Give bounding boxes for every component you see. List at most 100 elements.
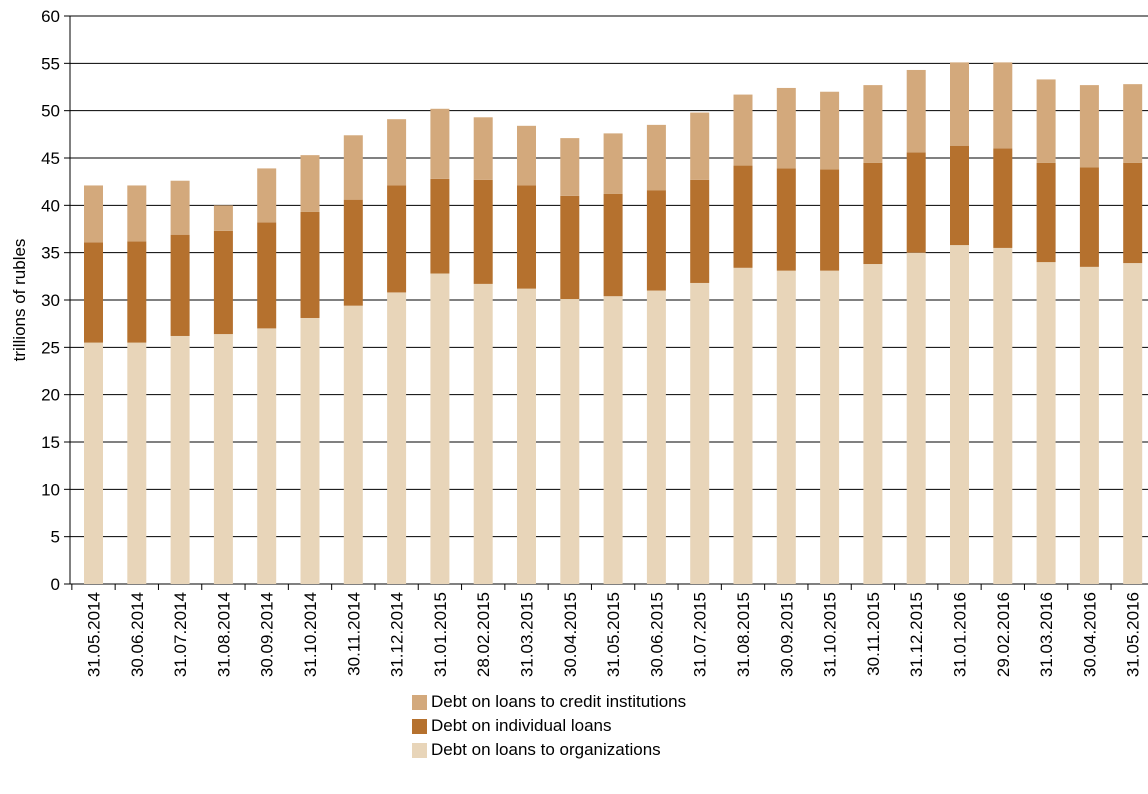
x-tick-label: 30.04.2016 <box>1080 592 1099 677</box>
bar-segment-2 <box>517 125 536 186</box>
bar-segment-2 <box>170 180 190 235</box>
bar-segment-0 <box>733 267 753 584</box>
legend-label: Debt on loans to credit institutions <box>431 692 687 711</box>
y-tick-label: 0 <box>51 575 60 594</box>
x-tick-label: 31.01.2015 <box>431 592 450 677</box>
bar-segment-0 <box>84 342 103 584</box>
x-tick-label: 30.09.2015 <box>777 592 796 677</box>
bar-segment-1 <box>170 234 190 336</box>
bar-segment-1 <box>1036 162 1056 263</box>
x-tick-label: 31.08.2014 <box>214 592 233 677</box>
bar-segment-0 <box>127 342 147 584</box>
y-tick-label: 10 <box>41 480 60 499</box>
bar-segment-0 <box>170 335 190 584</box>
x-tick-label: 31.03.2016 <box>1037 592 1056 677</box>
bar-segment-0 <box>690 282 710 584</box>
bar-segment-0 <box>560 299 580 584</box>
legend-swatch <box>412 718 427 734</box>
x-tick-label: 31.12.2014 <box>388 592 407 677</box>
bar-segment-1 <box>257 222 277 329</box>
bar-segment-0 <box>1079 266 1099 584</box>
x-tick-label: 31.10.2014 <box>301 592 320 677</box>
bar-segment-1 <box>733 165 753 268</box>
x-tick-label: 31.01.2016 <box>951 592 970 677</box>
x-tick-label: 31.08.2015 <box>734 592 753 677</box>
legend-swatch <box>412 694 427 710</box>
bar-segment-2 <box>603 133 623 194</box>
bar-segment-0 <box>820 270 840 584</box>
bar-segment-0 <box>430 273 450 584</box>
legend-item-credit-institutions: Debt on loans to credit institutions <box>412 690 686 714</box>
bar-segment-2 <box>1123 84 1143 163</box>
bar-segment-1 <box>950 145 969 246</box>
bar-segment-1 <box>387 185 407 293</box>
y-tick-label: 50 <box>41 102 60 121</box>
bar-segment-1 <box>1123 162 1143 264</box>
bar-segment-2 <box>863 85 883 163</box>
bar-segment-0 <box>993 247 1013 584</box>
bar-segment-2 <box>127 185 147 242</box>
bar-segment-2 <box>993 62 1013 149</box>
bar-segment-0 <box>300 317 320 584</box>
bar-segment-1 <box>690 179 710 283</box>
bar-segment-1 <box>473 179 493 284</box>
y-tick-label: 35 <box>41 244 60 263</box>
bar-segment-2 <box>430 108 450 179</box>
bar-segment-0 <box>906 252 926 584</box>
bar-segment-0 <box>863 264 883 584</box>
y-tick-label: 60 <box>41 7 60 26</box>
bars <box>84 62 1143 585</box>
y-tick-label: 45 <box>41 149 60 168</box>
bar-segment-2 <box>257 168 277 223</box>
chart-plot: 0 5 10 15 20 25 30 35 40 45 50 55 60 31.05.2014 30.06.… <box>10 7 1148 677</box>
x-tick-label: 30.11.2014 <box>344 592 363 676</box>
y-tick-label: 30 <box>41 291 60 310</box>
bar-segment-1 <box>300 211 320 318</box>
bar-segment-1 <box>560 195 580 300</box>
x-tick-label: 30.06.2015 <box>647 592 666 677</box>
bar-segment-2 <box>473 117 493 180</box>
bar-segment-1 <box>343 199 363 306</box>
bar-segment-2 <box>776 87 796 169</box>
bar-segment-1 <box>430 178 450 274</box>
bar-segment-1 <box>127 241 147 343</box>
y-tick-label: 5 <box>51 528 60 547</box>
bar-segment-2 <box>343 135 363 200</box>
x-tick-label: 31.05.2015 <box>604 592 623 677</box>
bar-segment-2 <box>560 138 580 196</box>
bar-segment-0 <box>1123 263 1143 584</box>
bar-segment-0 <box>473 283 493 584</box>
x-tick-label: 30.11.2015 <box>864 592 883 676</box>
axes: 0 5 10 15 20 25 30 35 40 45 50 55 60 31.05.2014 30.06.… <box>41 7 1143 677</box>
legend-label: Debt on loans to organizations <box>431 740 661 759</box>
x-tick-label: 31.05.2016 <box>1124 592 1143 677</box>
x-tick-label: 31.10.2015 <box>821 592 840 677</box>
bar-segment-1 <box>1079 167 1099 267</box>
bar-segment-2 <box>733 94 753 166</box>
bar-segment-0 <box>517 288 536 584</box>
legend-swatch <box>412 742 427 758</box>
legend-label: Debt on individual loans <box>431 716 612 735</box>
x-tick-label: 31.03.2015 <box>518 592 537 677</box>
bar-segment-2 <box>646 124 666 191</box>
x-tick-label: 29.02.2016 <box>994 592 1013 677</box>
y-tick-label: 15 <box>41 433 60 452</box>
x-tick-label: 31.07.2014 <box>171 592 190 677</box>
bar-segment-1 <box>213 230 233 335</box>
bar-segment-0 <box>343 305 363 584</box>
y-tick-label: 40 <box>41 196 60 215</box>
bar-segment-2 <box>300 155 320 212</box>
bar-segment-1 <box>84 242 103 343</box>
bar-segment-2 <box>1036 79 1056 163</box>
legend-item-organizations: Debt on loans to organizations <box>412 738 686 762</box>
bar-segment-1 <box>863 162 883 265</box>
bar-segment-0 <box>950 245 969 585</box>
bar-segment-1 <box>646 190 666 291</box>
x-tick-label: 30.04.2015 <box>561 592 580 677</box>
y-tick-label: 25 <box>41 338 60 357</box>
bar-segment-1 <box>993 148 1013 248</box>
bar-segment-1 <box>776 168 796 271</box>
bar-segment-2 <box>950 62 969 146</box>
y-tick-label: 20 <box>41 386 60 405</box>
